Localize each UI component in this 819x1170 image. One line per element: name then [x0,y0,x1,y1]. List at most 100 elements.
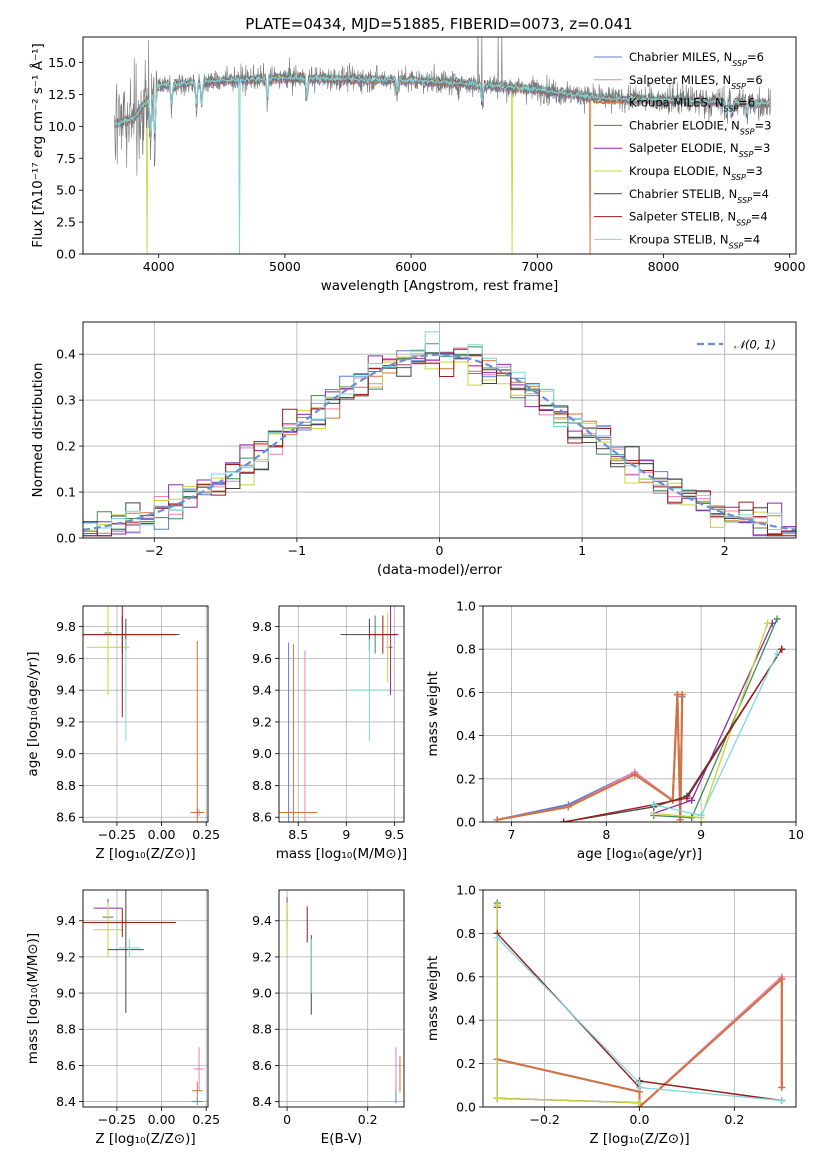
y-axis-label: Normed distribution [30,363,46,498]
x-tick-label: 7000 [521,259,553,274]
x-tick-label: 9 [697,827,705,842]
legend-entry-label: Chabrier MILES, N [629,50,732,64]
x-tick-label: 9.5 [384,827,404,842]
x-axis-label: mass [log₁₀(M/M⊙)] [276,846,407,862]
weight-marker [778,1083,786,1091]
legend-entry-suffix: =3 [753,141,770,155]
legend-entry-label: Salpeter MILES, N [629,73,731,87]
plot-area [286,897,401,1104]
y-tick-label: 8.8 [56,778,76,793]
y-tick-label: 8.8 [252,778,272,793]
legend-entry-sub: SSP [731,173,746,182]
y-tick-label: 9.2 [56,714,76,729]
y-tick-label: 9.8 [56,619,76,634]
legend-entry: Salpeter ELODIE, NSSP=3 [629,141,770,159]
x-tick-label: 2 [721,543,729,558]
y-tick-label: 8.8 [56,1022,76,1037]
weight-marker [688,796,696,804]
plot-area [83,331,796,538]
legend-entry-suffix: =3 [755,118,772,132]
panel-mass-vs-Z: −0.25 0.00 0.25 8.4 8.6 8.8 9.0 9.2 9.4 Z [log₁₀(… [25,889,220,1147]
legend-entry: Salpeter STELIB, NSSP=4 [629,210,768,228]
axes-frame [82,321,797,539]
y-tick-label: 0.0 [56,247,76,262]
spectrum-model-line-kroupa-stelib-top [114,74,771,254]
x-axis-label: Z [log₁₀(Z/Z⊙)] [95,846,195,862]
y-tick-label: 0.6 [456,969,476,984]
weight-marker [650,801,658,809]
weight-marker [650,809,658,817]
plot-area [493,615,786,822]
y-tick-label: 0.2 [56,439,76,454]
figure-title: PLATE=0434, MJD=51885, FIBERID=0073, z=0… [245,15,632,33]
weight-line-chabrier-elodie [496,903,640,1104]
x-tick-label: 0.00 [148,1112,176,1127]
x-axis-label: E(B-V) [321,1131,363,1147]
y-tick-label: 8.8 [252,1022,272,1037]
x-tick-label: 6000 [395,259,427,274]
weight-marker [764,619,772,627]
weight-marker [678,691,686,699]
panel-age-vs-Z: −0.25 0.00 0.25 8.6 8.8 9.0 9.2 9.4 9.6 9.8 Z [log… [25,605,220,862]
weight-line-kroupa-miles [496,976,783,1107]
legend-entry-suffix: =6 [746,73,763,87]
x-axis-label: wavelength [Angstrom, rest frame] [321,278,559,294]
weight-marker [564,803,572,811]
x-axis-label: (data-model)/error [377,562,503,578]
y-tick-label: 9.2 [252,949,272,964]
legend-entry-suffix: =4 [752,187,769,201]
x-tick-label: 8.5 [288,827,308,842]
weight-line-salpeter-elodie [496,907,640,1104]
legend-entry-label: Kroupa STELIB, N [629,232,729,246]
legend-entry-label: Salpeter ELODIE, N [629,141,739,155]
y-tick-label: 0.2 [456,1056,476,1071]
weight-line-kroupa-miles [497,694,684,821]
panel-residuals: −2 −1 0 1 2 0.0 0.1 0.2 0.3 0.4 (data-model)/error… [30,321,797,578]
x-tick-label: 0.2 [724,1112,744,1127]
legend-entry-sub: SSP [740,127,755,136]
y-tick-label: 9.0 [56,986,76,1001]
weight-marker [773,615,781,623]
x-tick-label: 4000 [143,259,175,274]
axes-frame [278,605,405,823]
x-tick-label: 0.25 [192,1112,220,1127]
legend-entry: Kroupa STELIB, NSSP=4 [629,232,760,250]
y-tick-label: 0.4 [456,728,476,743]
y-tick-label: 0.0 [456,1100,476,1115]
y-tick-label: 9.6 [56,651,76,666]
y-tick-label: 0.6 [456,685,476,700]
y-tick-label: 0.0 [56,531,76,546]
plot-area [114,37,771,254]
x-tick-label: 9 [342,827,350,842]
y-tick-label: 8.4 [252,1094,272,1109]
panel-age-vs-mass: 8.5 9 9.5 8.6 8.8 9.0 9.2 9.4 9.6 9.8 mass [log₁₀(… [252,605,407,862]
y-tick-label: 9.2 [252,714,272,729]
panel-spectrum: 4000 5000 6000 7000 8000 9000 0.0 2.5 5.0 7.5 10.0… [29,36,806,294]
axes-frame [278,889,405,1108]
y-axis-label: Flux [fλ10⁻¹⁷ erg cm⁻² s⁻¹ Å⁻¹] [29,43,46,248]
y-tick-label: 0.0 [456,815,476,830]
y-tick-label: 8.6 [56,1058,76,1073]
weight-marker [631,770,639,778]
weight-marker [778,1096,786,1104]
x-axis-label: Z [log₁₀(Z/Z⊙)] [589,1131,689,1147]
legend-entry-label: Salpeter STELIB, N [629,210,736,224]
y-tick-label: 9.4 [56,913,76,928]
y-tick-label: 0.8 [456,926,476,941]
panel-mass-weight-vs-age: 7 8 9 10 0.0 0.2 0.4 0.6 0.8 1.0 age [log₁₀(age/yr… [425,599,804,863]
legend-entry: Kroupa MILES, NSSP=6 [629,96,755,114]
weight-line-salpeter-miles [497,694,684,821]
legend-entry-label: Chabrier ELODIE, N [629,118,740,132]
axes-frame [82,36,797,255]
x-tick-label: 7 [507,827,515,842]
y-tick-label: 0.8 [456,642,476,657]
legend-entry-suffix: =6 [747,50,764,64]
weight-marker [493,1094,501,1102]
weight-marker [773,650,781,658]
normal-reference-curve [83,353,796,531]
weight-marker [778,975,786,983]
y-tick-label: 2.5 [56,215,76,230]
axes-frame [82,605,209,823]
y-tick-label: 0.3 [56,393,76,408]
x-tick-label: 0 [283,1112,291,1127]
